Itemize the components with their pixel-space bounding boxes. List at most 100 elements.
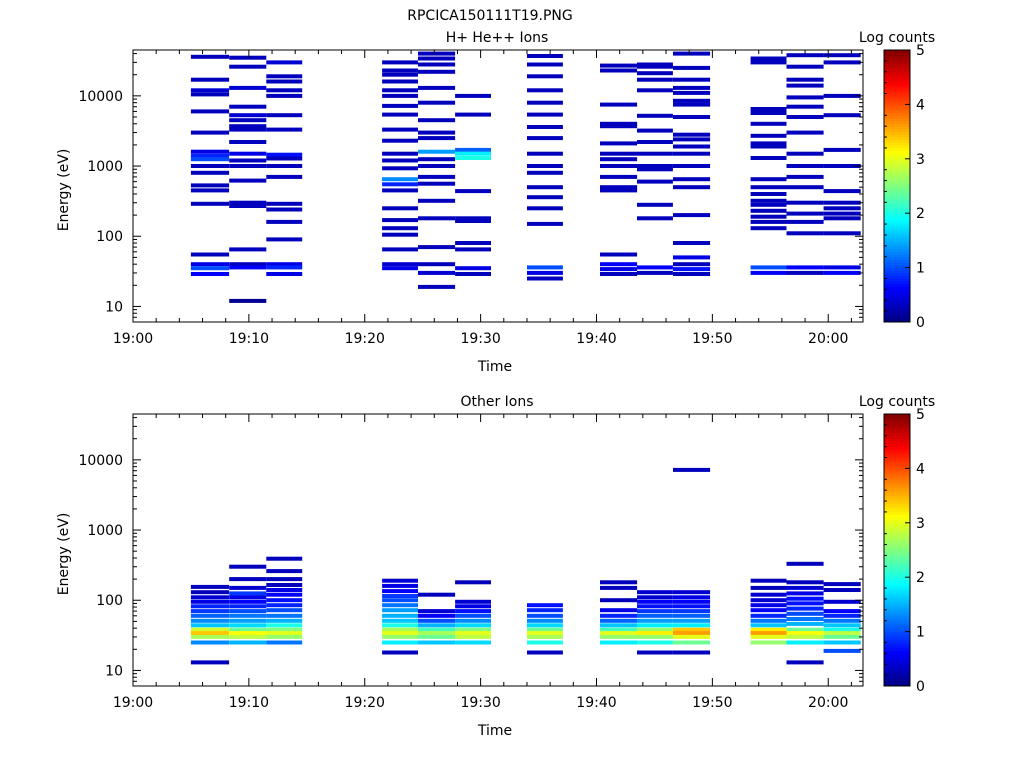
colorbar-segment (884, 183, 910, 187)
colorbar-segment (884, 560, 910, 564)
heatmap-cell (823, 640, 861, 645)
heatmap-cell (673, 604, 711, 609)
heatmap-cell (823, 60, 861, 65)
x-axis-label: Time (477, 723, 512, 739)
colorbar-segment (884, 533, 910, 537)
heatmap-cell (190, 266, 230, 271)
colorbar-segment (884, 137, 910, 141)
heatmap-cell (600, 613, 638, 618)
colorbar-segment (884, 631, 910, 635)
colorbar-segment (884, 226, 910, 230)
heatmap-cell (229, 204, 267, 208)
colorbar-segment (884, 281, 910, 285)
heatmap-cell (786, 174, 824, 179)
heatmap-cell (382, 618, 418, 623)
heatmap-cell (190, 54, 230, 59)
colorbar-segment (884, 90, 910, 94)
heatmap-cell (750, 214, 787, 219)
heatmap-cell (673, 137, 711, 142)
colorbar-segment (884, 530, 910, 535)
colorbar-segment (884, 598, 910, 603)
heatmap-cell (600, 598, 638, 603)
heatmap-cell (266, 634, 303, 639)
heatmap-cell (673, 177, 711, 182)
heatmap-cell (786, 621, 824, 626)
heatmap-cell (637, 590, 673, 595)
heatmap-cell (673, 623, 711, 628)
heatmap-cell (266, 93, 303, 98)
colorbar-segment (884, 634, 910, 638)
heatmap-cell (190, 157, 230, 162)
colorbar-segment (884, 177, 910, 181)
colorbar-segment (884, 639, 910, 643)
heatmap-cell (382, 589, 418, 594)
colorbar-segment (884, 128, 910, 132)
heatmap-cell (600, 63, 638, 68)
heatmap-cell (673, 599, 711, 604)
colorbar-segment (884, 85, 910, 89)
colorbar-segment (884, 256, 910, 260)
heatmap-cell (750, 107, 787, 111)
heatmap-cell (418, 284, 456, 289)
colorbar-segment (884, 207, 910, 211)
heatmap-cell (455, 266, 491, 271)
colorbar-segment (884, 289, 910, 293)
colorbar-tick-label: 0 (916, 315, 925, 331)
heatmap-cell (229, 604, 267, 609)
heatmap-cell (786, 151, 824, 156)
heatmap-cell (266, 592, 303, 597)
colorbar-tick-label: 4 (916, 97, 925, 113)
heatmap-cell (673, 262, 711, 267)
heatmap-cell (823, 609, 861, 614)
heatmap-cell (637, 634, 673, 639)
colorbar-segment (884, 245, 910, 249)
heatmap-cell (455, 216, 491, 221)
colorbar-label: Log counts (859, 394, 935, 410)
heatmap-cell (418, 216, 456, 221)
heatmap-cell (786, 219, 824, 224)
heatmap-cell (418, 592, 456, 597)
colorbar-segment (884, 79, 910, 84)
heatmap-cell (382, 206, 418, 211)
colorbar-segment (884, 490, 910, 494)
heatmap-cell (600, 580, 638, 585)
heatmap-cell (266, 174, 303, 179)
heatmap-cell (190, 599, 230, 604)
heatmap-cell (673, 640, 711, 645)
heatmap-cell (750, 60, 787, 65)
heatmap-cell (418, 100, 456, 105)
heatmap-cell (527, 627, 563, 632)
heatmap-cell (382, 177, 418, 182)
colorbar-segment (884, 669, 910, 673)
heatmap-cell (823, 599, 861, 604)
colorbar-segment (884, 161, 910, 165)
colorbar-segment (884, 175, 910, 179)
heatmap-cell (418, 56, 456, 61)
heatmap-cell (750, 603, 787, 608)
heatmap-cell (190, 631, 230, 636)
heatmap-cell (266, 164, 303, 168)
colorbar-segment (884, 213, 910, 217)
colorbar-segment (884, 82, 910, 86)
colorbar-segment (884, 305, 910, 309)
colorbar-segment (884, 134, 910, 138)
x-tick-label: 19:20 (345, 331, 385, 347)
colorbar-segment (884, 647, 910, 652)
heatmap-cell (823, 93, 861, 98)
axes: 19:00 19:10 19:20 19:30 19:40 19:50 20:00 10 100… (78, 49, 864, 347)
colorbar-segment (884, 123, 910, 127)
colorbar-segment (884, 658, 910, 662)
heatmap-cell (600, 185, 638, 190)
colorbar-segment (884, 147, 910, 152)
heatmap-cell (229, 609, 267, 614)
colorbar-segment (884, 126, 910, 130)
colorbar-segment (884, 300, 910, 304)
y-tick-label: 1000 (87, 523, 123, 539)
heatmap-cell (750, 208, 787, 213)
heatmap-cell (418, 627, 456, 632)
colorbar-segment (884, 460, 910, 464)
heatmap-cell (455, 219, 491, 223)
x-tick-label: 19:00 (113, 695, 153, 711)
heatmap-cell (229, 585, 267, 590)
